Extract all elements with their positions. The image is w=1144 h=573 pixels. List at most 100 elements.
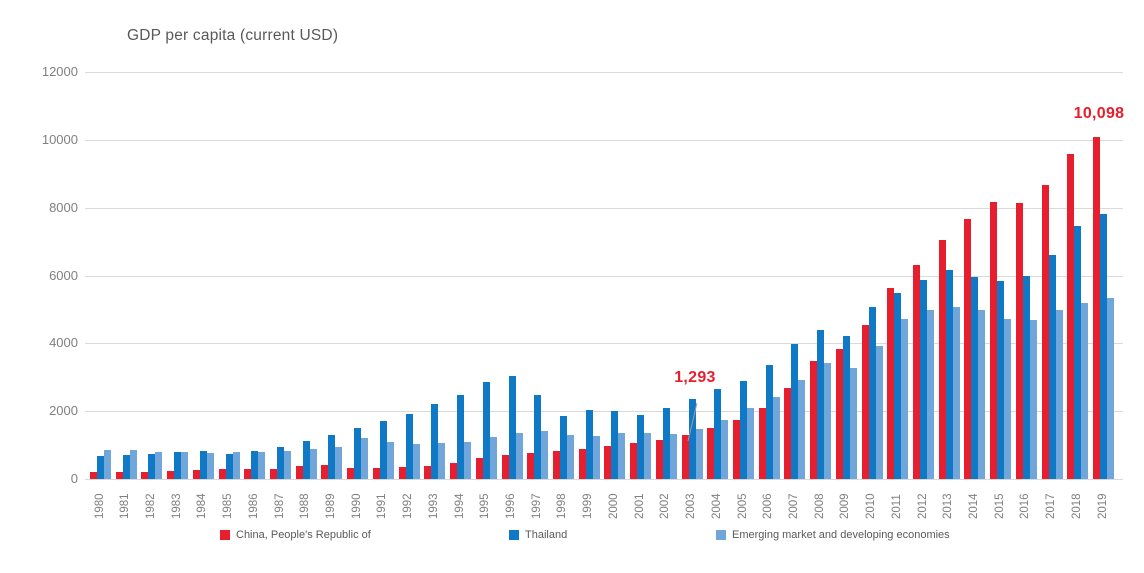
legend-swatch-emde-icon	[716, 530, 726, 540]
bar-emde-1994	[464, 442, 472, 479]
bar-china-1982	[141, 472, 149, 479]
bar-emde-2004	[721, 420, 729, 479]
bar-china-1995	[475, 458, 483, 479]
bar-thailand-2009	[842, 336, 850, 479]
bar-thailand-2017	[1048, 255, 1056, 479]
x-label-2018: 2018	[1070, 493, 1083, 519]
bar-emde-1991	[386, 442, 394, 479]
x-label-2005: 2005	[736, 493, 749, 519]
x-label-1986: 1986	[247, 493, 260, 519]
bar-thailand-2007	[791, 344, 799, 479]
x-label-1985: 1985	[222, 493, 235, 519]
x-label-2003: 2003	[685, 493, 698, 519]
x-label-1990: 1990	[350, 493, 363, 519]
bar-emde-2002	[669, 434, 677, 479]
bar-emde-2006	[772, 397, 780, 479]
x-label-1984: 1984	[196, 493, 209, 519]
bar-china-1998	[552, 451, 560, 479]
bar-china-2016	[1015, 203, 1023, 479]
x-label-1993: 1993	[427, 493, 440, 519]
x-label-1991: 1991	[376, 493, 389, 519]
bar-china-1991	[372, 468, 380, 479]
bar-thailand-2010	[868, 307, 876, 479]
bar-emde-2013	[952, 307, 960, 479]
bar-china-1984	[192, 470, 200, 479]
bar-emde-1986	[258, 452, 266, 479]
legend-swatch-thailand-icon	[509, 530, 519, 540]
bar-emde-2000	[618, 433, 626, 479]
bar-emde-1999	[592, 436, 600, 479]
bar-emde-2017	[1055, 310, 1063, 479]
bar-emde-2001	[644, 433, 652, 479]
bar-emde-2008	[824, 363, 832, 479]
bar-emde-2016	[1029, 320, 1037, 479]
bar-emde-1985	[232, 452, 240, 479]
x-label-2019: 2019	[1096, 493, 1109, 519]
bar-china-2007	[784, 388, 792, 479]
bar-emde-1995	[489, 437, 497, 479]
x-label-1999: 1999	[582, 493, 595, 519]
bar-thailand-2002	[662, 408, 670, 479]
bar-china-2011	[887, 288, 895, 479]
legend-item-china: China, People's Republic of	[220, 529, 371, 541]
gridline-0	[85, 479, 1123, 480]
bar-china-1981	[115, 472, 123, 479]
annotation-china-2019-value: 10,098	[1073, 105, 1125, 122]
x-label-2011: 2011	[890, 494, 903, 519]
x-label-1998: 1998	[556, 493, 569, 519]
bar-china-1992	[398, 467, 406, 479]
y-tick-label-2000: 2000	[49, 403, 78, 419]
bar-china-1985	[218, 469, 226, 479]
bar-emde-1990	[361, 438, 369, 479]
bar-thailand-1991	[379, 421, 387, 479]
bar-thailand-2013	[945, 270, 953, 479]
bar-emde-2003	[695, 429, 703, 479]
bar-emde-1992	[412, 444, 420, 479]
bar-thailand-1986	[251, 451, 259, 479]
bar-china-2013	[938, 240, 946, 479]
bar-emde-1993	[438, 443, 446, 479]
x-label-1988: 1988	[299, 493, 312, 519]
x-label-2008: 2008	[813, 493, 826, 519]
bar-china-2004	[707, 428, 715, 479]
y-tick-label-10000: 10000	[41, 131, 78, 147]
bar-emde-1998	[566, 435, 574, 479]
bar-thailand-1992	[405, 414, 413, 479]
bar-thailand-2012	[920, 280, 928, 479]
y-tick-label-12000: 12000	[41, 64, 78, 79]
bar-emde-2005	[747, 408, 754, 479]
bar-china-1990	[347, 468, 355, 479]
bar-emde-1981	[129, 450, 137, 479]
bar-thailand-1984	[199, 451, 207, 479]
bar-thailand-1983	[174, 452, 182, 479]
bar-china-1986	[244, 469, 252, 479]
bar-thailand-1994	[457, 395, 465, 479]
bar-china-2000	[604, 446, 612, 479]
bar-thailand-2014	[971, 277, 979, 479]
legend-label-thailand: Thailand	[525, 529, 568, 541]
x-label-2001: 2001	[633, 493, 646, 519]
y-tick-label-8000: 8000	[49, 199, 78, 215]
y-tick-label-6000: 6000	[49, 267, 78, 283]
bar-thailand-1999	[585, 410, 593, 479]
bar-china-1996	[501, 455, 509, 479]
bar-emde-1980	[104, 450, 111, 479]
gridline-4000	[85, 343, 1123, 345]
bar-emde-2018	[1081, 303, 1089, 479]
bar-emde-1997	[541, 431, 549, 479]
bar-thailand-2000	[611, 411, 619, 479]
bar-thailand-1996	[508, 376, 516, 479]
bar-china-2005	[733, 420, 740, 479]
bar-thailand-2018	[1074, 226, 1082, 479]
bar-emde-1983	[181, 452, 189, 479]
legend-swatch-china-icon	[220, 530, 230, 540]
x-label-2000: 2000	[607, 493, 620, 519]
x-label-2007: 2007	[787, 493, 800, 519]
bar-china-1994	[450, 463, 458, 479]
bar-emde-2009	[849, 368, 857, 479]
bar-thailand-1987	[277, 447, 285, 479]
x-label-1987: 1987	[273, 493, 286, 519]
x-label-2004: 2004	[710, 493, 723, 519]
bar-thailand-2016	[1022, 276, 1030, 479]
x-label-2010: 2010	[865, 493, 878, 519]
